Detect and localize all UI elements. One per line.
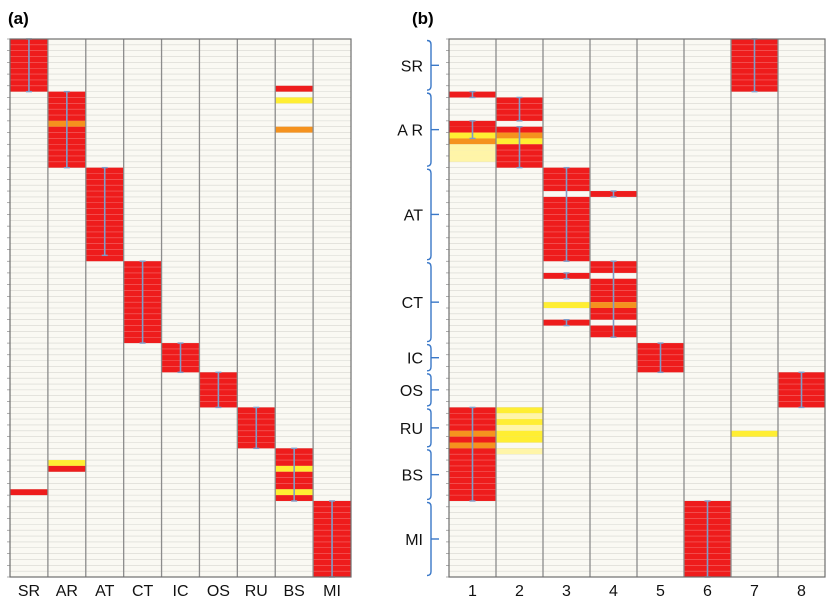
panel-b-cell-1-faint <box>449 155 496 162</box>
panel-b-x-tick-label: 2 <box>515 583 524 600</box>
panel-a-x-tick-label: IC <box>173 583 189 600</box>
panel-b-row-group-label: A R <box>397 123 423 140</box>
panel-b-row-group-label: OS <box>400 383 423 400</box>
panel-a-x-tick-label: CT <box>132 583 154 600</box>
panel-b-cell-1-medium <box>449 138 496 145</box>
panel-b-group-bracket <box>426 449 432 501</box>
panel-b-cell-2-weak <box>496 407 543 414</box>
panel-b-row-group-label: AT <box>404 207 423 224</box>
panel-a-cell-BS-weak <box>275 97 314 104</box>
panel-b-group-bracket <box>426 262 432 343</box>
panel-b-row-group-label: CT <box>402 295 424 312</box>
panel-b-x-tick-label: 3 <box>562 583 571 600</box>
panel-a-label: (a) <box>8 9 29 28</box>
panel-a-cell-BS-medium <box>275 126 314 133</box>
panel-b-cell-2-weak <box>496 419 543 425</box>
panel-a-x-tick-label: OS <box>207 583 230 600</box>
panel-a-x-tick-label: RU <box>245 583 268 600</box>
panel-b-group-bracket <box>426 92 432 167</box>
panel-b-x-tick-label: 6 <box>703 583 712 600</box>
panel-a-x-tick-label: BS <box>283 583 304 600</box>
panel-a-cell-BS-strong <box>275 85 314 92</box>
panel-a-x-tick-label: AR <box>56 583 78 600</box>
panel-b-cell-2-faint <box>496 448 543 455</box>
panel-b-x-tick-label: 4 <box>609 583 618 600</box>
panel-a-x-tick-label: MI <box>323 583 341 600</box>
panel-b-group-bracket <box>426 408 432 448</box>
panel-b-cell-2-faint <box>496 424 543 431</box>
panel-b-heatmap: 1 2 3 4 5 6 7 8 SR A R AT CT IC OS RU BS MI <box>397 38 826 600</box>
panel-b-label: (b) <box>412 9 434 28</box>
panel-b-row-group-label: IC <box>407 351 423 368</box>
panel-a-x-tick-label: AT <box>95 583 114 600</box>
panel-b-row-group-label: SR <box>401 58 423 75</box>
panel-b-cell-1-faint <box>449 150 496 156</box>
panel-b-cell-2-faint <box>496 413 543 420</box>
panel-b-group-bracket <box>426 39 432 91</box>
panel-b-group-bracket <box>426 343 432 372</box>
panel-b-x-tick-label: 8 <box>797 583 806 600</box>
panel-a-cell-SR-strong <box>10 489 48 496</box>
panel-b-x-tick-label: 7 <box>750 583 759 600</box>
panel-b-row-group-label: MI <box>405 532 423 549</box>
panel-b-cell-3-weak <box>543 302 590 308</box>
panel-b-row-group-label: BS <box>402 468 423 485</box>
panel-b-cell-1-faint <box>449 144 496 151</box>
panel-b-cell-2-weak <box>496 436 543 443</box>
panel-a-heatmap: SR AR AT CT IC OS RU BS MI <box>7 38 352 600</box>
panel-b-group-bracket <box>426 501 432 577</box>
panel-b-cell-2-weak <box>496 430 543 437</box>
panel-a-cell-AR-strong <box>47 465 86 472</box>
panel-b-cell-7-weak <box>731 430 778 437</box>
panel-b-x-tick-label: 1 <box>468 583 477 600</box>
panel-b-row-group-label: RU <box>400 421 423 438</box>
panel-b-group-bracket <box>426 373 432 407</box>
panel-a-x-tick-label: SR <box>18 583 40 600</box>
panel-b-group-bracket <box>426 168 432 261</box>
panel-b-x-tick-label: 5 <box>656 583 665 600</box>
panel-a-cell-AR-weak <box>47 460 86 466</box>
